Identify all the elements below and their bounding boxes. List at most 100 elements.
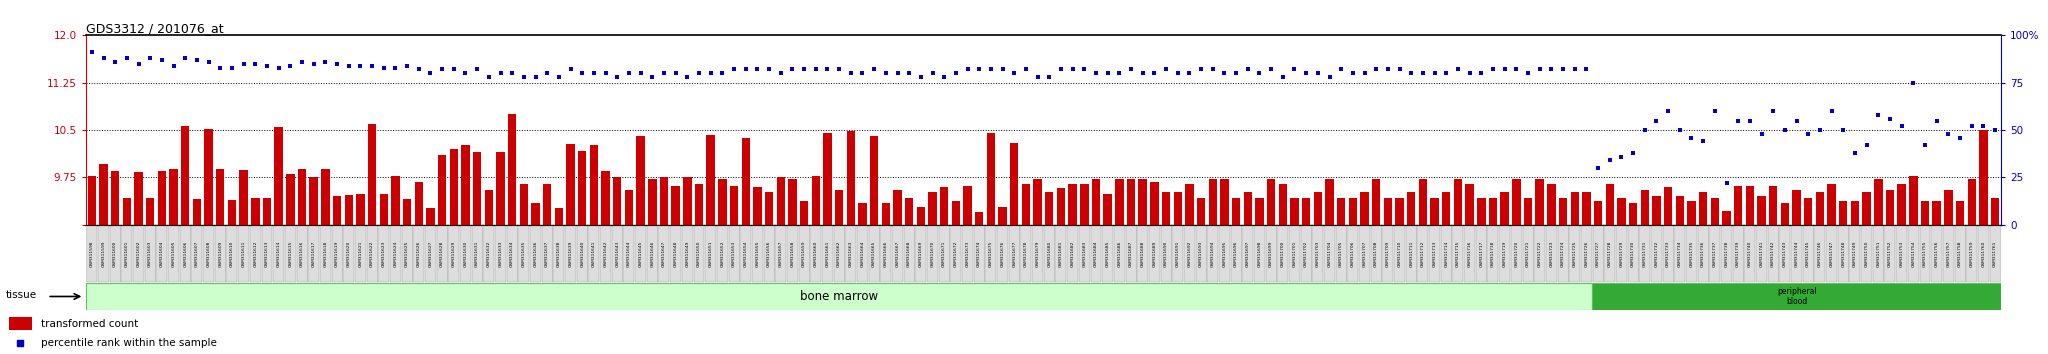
FancyBboxPatch shape [436,226,449,282]
Bar [170,169,178,225]
Text: GSM311697: GSM311697 [1245,241,1249,267]
Bar [1442,192,1450,225]
Bar [764,192,774,225]
FancyBboxPatch shape [1219,226,1231,282]
Bar [578,151,586,225]
FancyBboxPatch shape [1827,226,1837,282]
Point [1313,74,1346,80]
Point [997,70,1030,76]
Point [870,70,903,76]
Bar [1243,192,1251,225]
Bar [1745,185,1753,225]
FancyBboxPatch shape [426,226,436,282]
Text: GSM311745: GSM311745 [1806,241,1810,267]
Bar [1606,184,1614,225]
Point [637,74,670,80]
Text: GSM311671: GSM311671 [942,241,946,267]
Text: GSM311617: GSM311617 [311,241,315,267]
FancyBboxPatch shape [985,226,997,282]
FancyBboxPatch shape [612,226,623,282]
Point [1417,70,1450,76]
Point [950,67,983,72]
FancyBboxPatch shape [623,226,635,282]
FancyBboxPatch shape [238,226,250,282]
Text: GSM311706: GSM311706 [1352,241,1356,267]
Bar [1079,184,1090,225]
Bar [158,171,166,225]
FancyBboxPatch shape [1954,226,1966,282]
Bar [1489,198,1497,225]
FancyBboxPatch shape [1090,226,1102,282]
FancyBboxPatch shape [1944,226,1954,282]
Point [1430,70,1462,76]
FancyBboxPatch shape [354,226,367,282]
FancyBboxPatch shape [1919,226,1931,282]
Point [1628,127,1661,133]
Point [483,70,516,76]
FancyBboxPatch shape [133,226,143,282]
Bar [672,185,680,225]
Text: GSM311658: GSM311658 [791,241,795,267]
Point [707,70,739,76]
Bar [193,199,201,225]
Text: GSM311613: GSM311613 [264,241,268,267]
Text: GSM311716: GSM311716 [1468,241,1473,267]
Bar [379,194,387,225]
Text: GSM311679: GSM311679 [1036,241,1040,267]
Point [508,74,541,80]
FancyBboxPatch shape [227,226,238,282]
FancyBboxPatch shape [1978,226,1989,282]
FancyBboxPatch shape [1628,226,1638,282]
Bar [1337,198,1346,225]
Bar [858,203,866,225]
Point [928,74,961,80]
Point [76,50,109,55]
Point [1407,70,1440,76]
FancyBboxPatch shape [868,226,881,282]
Point [322,61,354,67]
Text: GSM311715: GSM311715 [1456,241,1460,267]
Bar [1303,198,1311,225]
Point [1139,70,1171,76]
Text: GSM311705: GSM311705 [1339,241,1343,267]
Point [356,63,389,69]
FancyBboxPatch shape [1966,226,1976,282]
Text: GSM311610: GSM311610 [229,241,233,267]
Bar [754,187,762,225]
Bar [227,200,236,225]
Point [1653,108,1686,114]
Text: GSM311704: GSM311704 [1327,241,1331,267]
Point [1663,127,1696,133]
Bar [1593,201,1602,225]
FancyBboxPatch shape [682,226,692,282]
Text: GSM311614: GSM311614 [276,241,281,267]
Bar [788,179,797,225]
Bar [741,138,750,225]
FancyBboxPatch shape [1837,226,1849,282]
FancyBboxPatch shape [811,226,821,282]
Point [391,63,424,69]
Point [682,70,715,76]
Bar [111,171,119,225]
Point [694,70,727,76]
Point [1360,67,1393,72]
Text: GSM311724: GSM311724 [1561,241,1565,267]
FancyBboxPatch shape [1638,226,1651,282]
Bar [1454,179,1462,225]
Bar [426,209,434,225]
FancyBboxPatch shape [1675,226,1686,282]
FancyBboxPatch shape [729,226,739,282]
Text: GSM311624: GSM311624 [393,241,397,267]
Text: GSM311634: GSM311634 [510,241,514,267]
Bar [719,179,727,225]
FancyBboxPatch shape [1184,226,1194,282]
Point [1722,118,1755,124]
Point [414,70,446,76]
Bar [123,198,131,225]
Point [1032,74,1065,80]
Bar [403,199,412,225]
Text: GSM311749: GSM311749 [1853,241,1858,267]
Text: GSM311630: GSM311630 [463,241,467,267]
Text: GSM311609: GSM311609 [219,241,223,267]
Bar [1208,179,1217,225]
